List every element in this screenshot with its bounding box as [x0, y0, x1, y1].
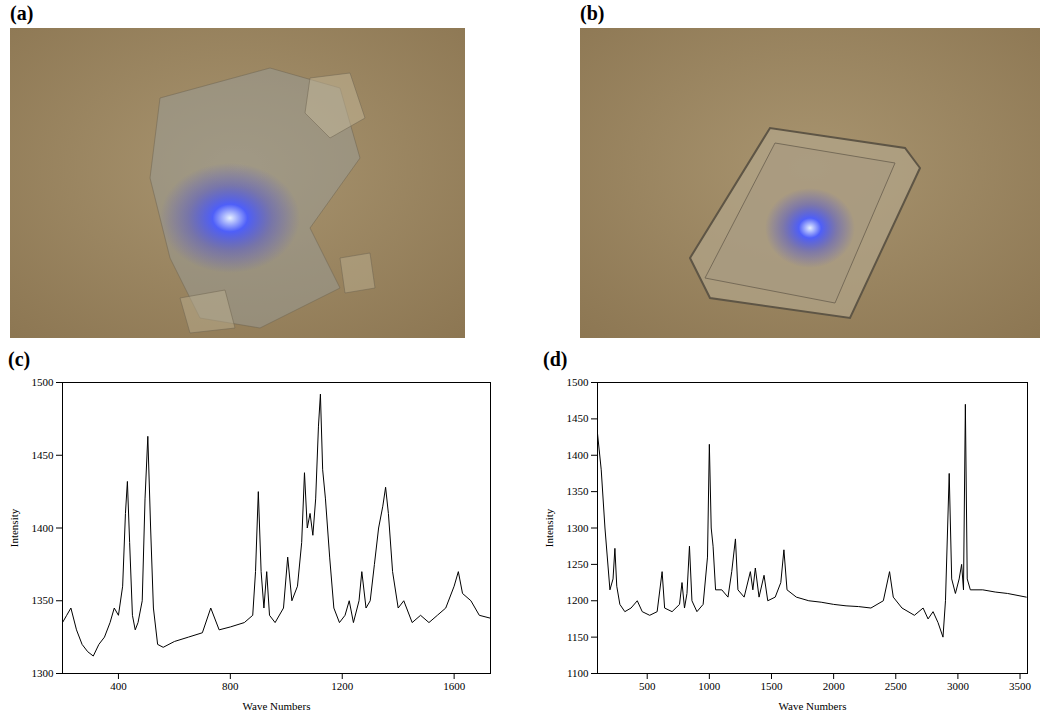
- svg-text:500: 500: [639, 680, 656, 692]
- svg-text:1400: 1400: [32, 522, 55, 534]
- svg-text:1300: 1300: [567, 522, 590, 534]
- html-text:(b): (b): [580, 2, 605, 24]
- svg-text:400: 400: [110, 680, 127, 692]
- svg-text:1350: 1350: [567, 485, 590, 497]
- svg-text:1450: 1450: [32, 449, 55, 461]
- svg-text:800: 800: [222, 680, 239, 692]
- svg-text:1400: 1400: [567, 449, 590, 461]
- svg-text:Intensity: Intensity: [543, 508, 555, 547]
- svg-text:1350: 1350: [32, 594, 55, 606]
- svg-text:1150: 1150: [567, 631, 589, 643]
- svg-text:3000: 3000: [947, 680, 970, 692]
- svg-text:1450: 1450: [567, 412, 590, 424]
- svg-text:1500: 1500: [567, 376, 590, 388]
- svg-text:1000: 1000: [698, 680, 721, 692]
- svg-text:3500: 3500: [1009, 680, 1032, 692]
- svg-text:1200: 1200: [331, 680, 354, 692]
- html-text:(d): (d): [543, 348, 568, 370]
- svg-text:1300: 1300: [32, 667, 55, 679]
- svg-text:1200: 1200: [567, 594, 590, 606]
- svg-text:2000: 2000: [823, 680, 846, 692]
- svg-text:1500: 1500: [32, 376, 55, 388]
- svg-text:Wave Numbers: Wave Numbers: [243, 700, 311, 712]
- svg-text:Wave Numbers: Wave Numbers: [779, 700, 847, 712]
- svg-text:1250: 1250: [567, 558, 590, 570]
- html-text:(a): (a): [10, 2, 34, 24]
- svg-text:Intensity: Intensity: [8, 508, 20, 547]
- svg-text:2500: 2500: [885, 680, 908, 692]
- html-text:(c): (c): [8, 348, 31, 370]
- svg-text:1600: 1600: [443, 680, 466, 692]
- svg-text:1100: 1100: [567, 667, 589, 679]
- svg-text:1500: 1500: [760, 680, 783, 692]
